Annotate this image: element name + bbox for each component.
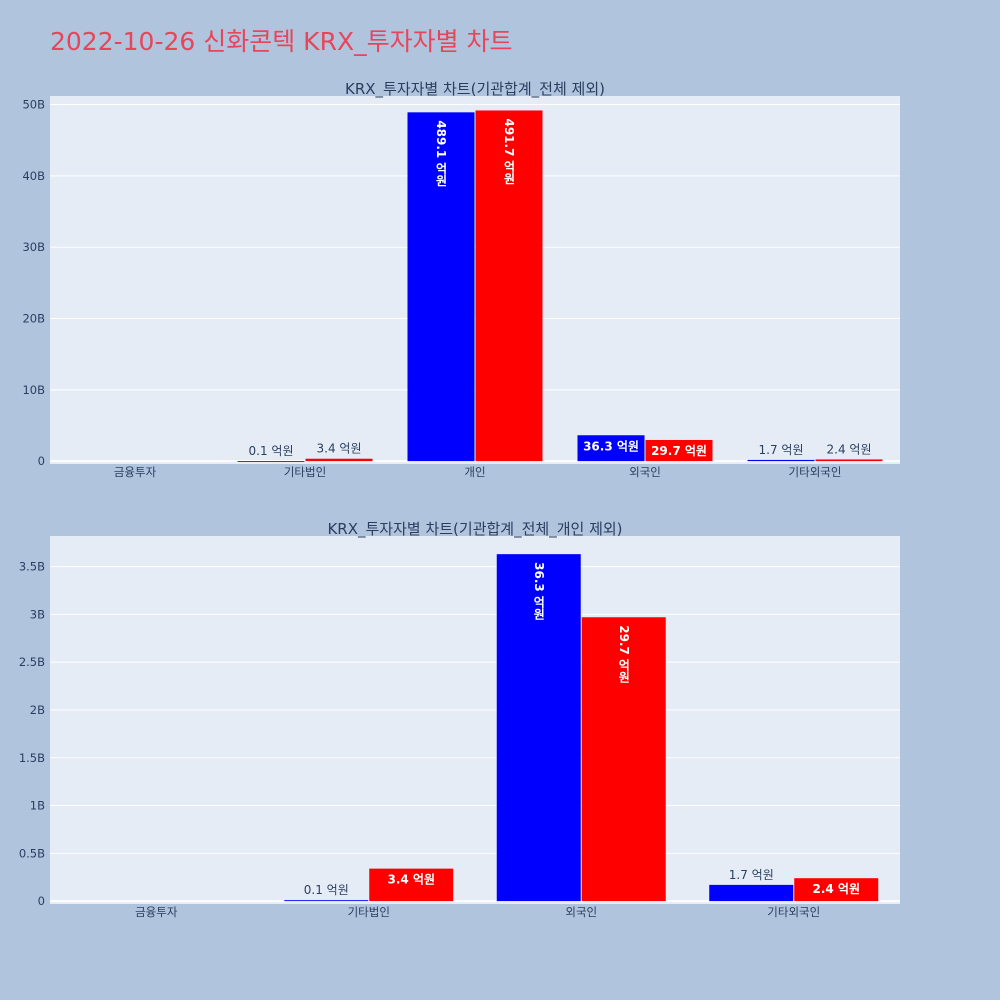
y-tick-label: 3B bbox=[30, 607, 45, 621]
x-tick-label: 외국인 bbox=[629, 465, 661, 479]
y-tick-label: 2.5B bbox=[19, 655, 45, 669]
bar bbox=[496, 554, 581, 902]
y-tick-label: 0 bbox=[38, 894, 45, 908]
x-tick-label: 기타법인 bbox=[348, 905, 390, 919]
plot-area bbox=[50, 96, 900, 464]
plot-area bbox=[50, 536, 900, 904]
y-tick-label: 10B bbox=[22, 383, 45, 397]
y-tick-label: 1.5B bbox=[19, 751, 45, 765]
bar-value-label: 36.3 억원 bbox=[583, 439, 639, 453]
bar bbox=[794, 878, 879, 902]
bar-value-label: 0.1 억원 bbox=[249, 444, 294, 458]
bar-value-label: 3.4 억원 bbox=[317, 442, 362, 456]
bar bbox=[747, 459, 815, 462]
y-tick-label: 2B bbox=[30, 703, 45, 717]
bar-value-label: 1.7 억원 bbox=[729, 868, 774, 882]
x-tick-label: 외국인 bbox=[565, 905, 597, 919]
bar-value-label: 2.4 억원 bbox=[812, 882, 860, 896]
y-tick-label: 30B bbox=[22, 240, 45, 254]
bar-value-label: 491.7 억원 bbox=[502, 118, 516, 185]
bar-value-label: 2.4 억원 bbox=[827, 442, 872, 456]
bar bbox=[284, 900, 369, 902]
chart-title: KRX_투자자별 차트(기관합계_전체_개인 제외) bbox=[327, 520, 622, 539]
y-tick-label: 50B bbox=[22, 98, 45, 112]
y-tick-label: 0.5B bbox=[19, 846, 45, 860]
bar bbox=[369, 868, 454, 902]
bar-value-label: 29.7 억원 bbox=[617, 625, 631, 683]
bar-value-label: 3.4 억원 bbox=[387, 873, 435, 887]
bar bbox=[305, 458, 373, 462]
x-tick-label: 금융투자 bbox=[114, 465, 157, 479]
bar bbox=[709, 884, 794, 902]
page-title: 2022-10-26 신화콘텍 KRX_투자자별 차트 bbox=[50, 27, 513, 56]
bar bbox=[577, 435, 645, 462]
bar bbox=[815, 459, 883, 462]
bar-value-label: 29.7 억원 bbox=[651, 444, 707, 458]
x-tick-label: 기타법인 bbox=[284, 465, 326, 479]
bar bbox=[237, 461, 305, 462]
bar-value-label: 1.7 억원 bbox=[759, 443, 804, 457]
y-tick-label: 1B bbox=[30, 799, 45, 813]
bar-value-label: 0.1 억원 bbox=[304, 883, 349, 897]
y-tick-label: 0 bbox=[38, 454, 45, 468]
x-tick-label: 금융투자 bbox=[135, 905, 178, 919]
bar bbox=[475, 110, 543, 462]
x-tick-label: 기타외국인 bbox=[767, 905, 820, 919]
x-tick-label: 기타외국인 bbox=[789, 465, 842, 479]
bar-value-label: 489.1 억원 bbox=[434, 120, 448, 187]
bar bbox=[407, 112, 475, 462]
chart-title: KRX_투자자별 차트(기관합계_전체 제외) bbox=[345, 80, 605, 99]
bar bbox=[581, 617, 666, 902]
y-tick-label: 3.5B bbox=[19, 560, 45, 574]
y-tick-label: 40B bbox=[22, 169, 45, 183]
x-tick-label: 개인 bbox=[464, 465, 485, 479]
y-tick-label: 20B bbox=[22, 312, 45, 326]
bar bbox=[645, 439, 713, 462]
bar-value-label: 36.3 억원 bbox=[532, 562, 546, 620]
